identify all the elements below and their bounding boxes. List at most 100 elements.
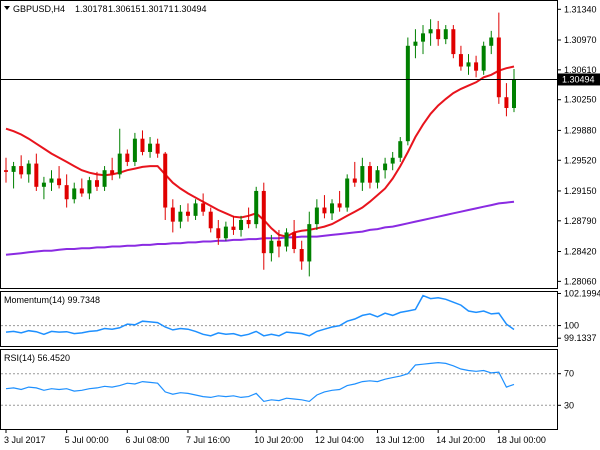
candle-body	[481, 45, 486, 71]
candle-body	[451, 29, 456, 55]
ohlc-low: 1.30171	[141, 4, 174, 14]
price-tick-label: 1.30970	[564, 35, 597, 45]
rsi-pane-frame	[0, 349, 558, 430]
time-axis: 3 Jul 2017 5 Jul 00:00 6 Jul 08:00 7 Jul 16…	[4, 429, 546, 445]
time-tick-label: 6 Jul 08:00	[125, 435, 169, 445]
candle-body	[466, 62, 471, 67]
candle-body	[64, 185, 69, 200]
candle-body	[4, 170, 8, 172]
candle-body	[201, 203, 206, 212]
candle-body	[140, 138, 145, 152]
candle-body	[284, 232, 289, 247]
rsi-tick-label: 70	[564, 369, 574, 379]
candle-body	[49, 178, 54, 183]
candle-body	[132, 138, 137, 162]
candle-body	[307, 224, 312, 262]
candles	[4, 12, 516, 277]
momentum-tick-label: 100	[564, 321, 579, 331]
candle-body	[11, 166, 16, 172]
symbol-title: GBPUSD,H4	[13, 4, 65, 14]
main-pane-frame	[0, 0, 558, 289]
candle-body	[125, 153, 130, 162]
rsi-line	[5, 361, 515, 403]
candle-body	[276, 240, 281, 247]
momentum-line	[5, 294, 515, 337]
candle-body	[398, 141, 403, 158]
candle-body	[443, 29, 448, 40]
price-tick-label: 1.28420	[564, 247, 597, 257]
price-tick-label: 1.30250	[564, 95, 597, 105]
candle-body	[428, 29, 433, 34]
candle-body	[34, 163, 39, 187]
price-axis: 1.31340 1.30970 1.30610 1.30250 1.29880 1.295…	[557, 4, 597, 286]
current-price-label: 1.30494	[562, 74, 595, 84]
ohlc-open: 1.30178	[75, 4, 108, 14]
candle-body	[148, 143, 153, 152]
momentum-title: Momentum(14) 99.7348	[4, 295, 100, 305]
ohlc-high: 1.30615	[108, 4, 141, 14]
candle-body	[405, 45, 410, 142]
candle-body	[110, 170, 115, 175]
sma-purple-line	[5, 200, 515, 256]
candle-body	[337, 203, 342, 208]
candle-body	[352, 178, 357, 183]
candle-body	[254, 190, 259, 225]
candle-body	[390, 157, 395, 164]
candle-body	[299, 249, 304, 262]
time-tick-label: 10 Jul 20:00	[254, 435, 303, 445]
sma-red-line	[5, 65, 515, 238]
momentum-tick-label: 102.1994	[564, 288, 600, 298]
candle-body	[496, 37, 501, 98]
candle-body	[421, 33, 426, 42]
candle-body	[474, 62, 479, 71]
candle-body	[87, 180, 92, 194]
candle-body	[163, 153, 168, 208]
candle-body	[72, 188, 77, 200]
candle-body	[102, 170, 107, 187]
candle-body	[330, 203, 335, 214]
price-tick-label: 1.29520	[564, 155, 597, 165]
rsi-indicator: 70 30	[1, 361, 574, 410]
time-tick-label: 5 Jul 00:00	[65, 435, 109, 445]
candle-body	[26, 163, 31, 175]
candle-body	[367, 166, 372, 183]
time-tick-label: 13 Jul 12:00	[376, 435, 425, 445]
time-tick-label: 12 Jul 04:00	[315, 435, 364, 445]
time-tick-label: 18 Jul 00:00	[497, 435, 546, 445]
candle-body	[246, 219, 251, 225]
candle-body	[360, 166, 365, 183]
momentum-tick-label: 99.1337	[564, 333, 597, 343]
moving-averages	[5, 65, 515, 256]
candle-body	[170, 207, 175, 222]
price-tick-label: 1.29150	[564, 186, 597, 196]
time-tick-label: 3 Jul 2017	[4, 435, 46, 445]
candle-body	[413, 41, 418, 46]
candle-body	[261, 190, 266, 254]
candle-body	[314, 207, 319, 225]
price-tick-label: 1.28790	[564, 216, 597, 226]
candle-body	[292, 232, 297, 250]
momentum-pane-frame	[0, 291, 558, 347]
candle-body	[231, 226, 236, 230]
candle-body	[216, 228, 221, 239]
ohlc-close: 1.30494	[174, 4, 207, 14]
candle-body	[19, 166, 24, 175]
candle-body	[223, 226, 228, 239]
collapse-arrow-icon[interactable]	[4, 6, 10, 10]
candle-body	[458, 54, 463, 67]
candle-body	[383, 163, 388, 171]
time-tick-label: 14 Jul 20:00	[436, 435, 485, 445]
price-tick-label: 1.29880	[564, 125, 597, 135]
candle-body	[185, 211, 190, 216]
candle-body	[94, 180, 99, 187]
candle-body	[41, 182, 46, 187]
time-tick-label: 7 Jul 16:00	[186, 435, 230, 445]
price-tick-label: 1.31340	[564, 4, 597, 14]
candle-body	[117, 153, 122, 175]
candle-body	[269, 240, 274, 254]
candle-body	[345, 178, 350, 208]
candle-body	[322, 207, 327, 214]
candle-body	[239, 219, 244, 230]
candle-body	[436, 29, 441, 40]
